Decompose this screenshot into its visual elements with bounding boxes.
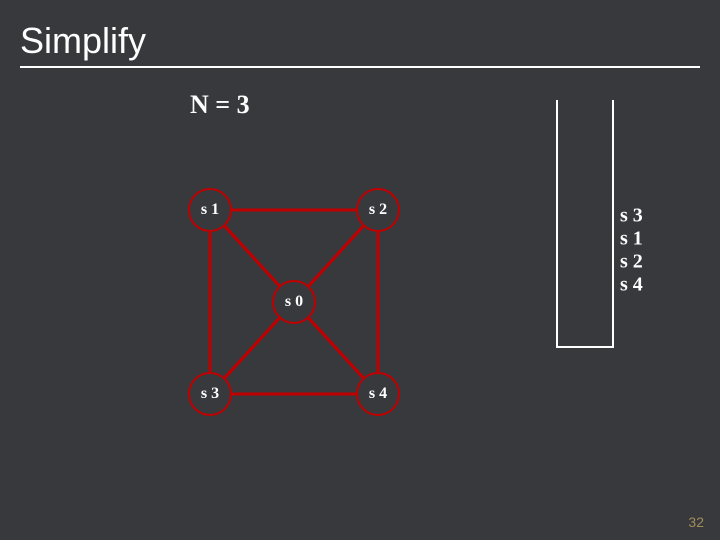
node-label: s 2 <box>369 201 387 219</box>
node-label: s 4 <box>369 385 387 403</box>
node-label: s 1 <box>201 201 219 219</box>
node-s0: s 0 <box>272 280 316 324</box>
stack-item: s 1 <box>620 228 643 251</box>
node-s2: s 2 <box>356 188 400 232</box>
page-title: Simplify <box>20 20 700 62</box>
node-s3: s 3 <box>188 372 232 416</box>
stack-item: s 2 <box>620 251 643 274</box>
edge <box>309 226 363 286</box>
edge <box>309 318 363 378</box>
n-equals-label: N = 3 <box>190 90 250 120</box>
stack-box: s 3s 1s 2s 4 <box>556 100 614 348</box>
title-bar: Simplify <box>20 20 700 68</box>
stack-item: s 4 <box>620 274 643 297</box>
edge <box>225 226 279 286</box>
slide-number: 32 <box>688 514 704 530</box>
node-s4: s 4 <box>356 372 400 416</box>
stack-items: s 3s 1s 2s 4 <box>620 205 643 297</box>
node-label: s 3 <box>201 385 219 403</box>
stack-item: s 3 <box>620 205 643 228</box>
node-label: s 0 <box>285 293 303 311</box>
edge <box>225 318 279 378</box>
node-s1: s 1 <box>188 188 232 232</box>
